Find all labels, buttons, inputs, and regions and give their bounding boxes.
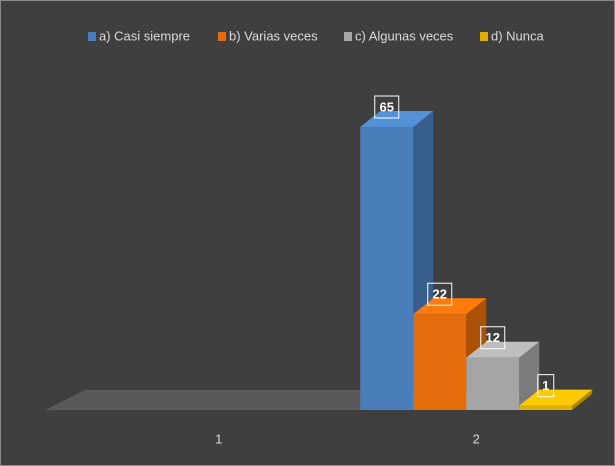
data-label: 12 [486, 330, 500, 345]
x-tick-label: 2 [473, 431, 480, 446]
legend-swatch [88, 32, 96, 41]
data-label-box [427, 282, 453, 306]
bar-top [413, 298, 487, 315]
bar-front [360, 127, 414, 410]
legend-label: d) Nunca [491, 28, 545, 43]
bar [466, 341, 540, 410]
bar-top [466, 341, 540, 358]
bar-top [360, 111, 434, 127]
legend-swatch [218, 32, 226, 41]
x-tick-label: 1 [215, 431, 222, 446]
legend-swatch [480, 32, 488, 41]
data-label-box [480, 326, 506, 350]
bar-front [466, 357, 520, 410]
legend-label: b) Varias veces [229, 28, 318, 43]
bar-side [572, 389, 593, 410]
data-label-box [374, 95, 400, 119]
legend-label: a) Casi siempre [99, 28, 190, 43]
legend-label: c) Algunas veces [355, 28, 454, 43]
legend-swatch [344, 32, 352, 41]
data-label: 1 [542, 378, 549, 393]
data-label-box [537, 374, 555, 398]
data-label: 65 [380, 99, 394, 114]
bar-side [519, 341, 540, 410]
data-label: 22 [433, 287, 447, 302]
bar-front [519, 405, 573, 410]
bar [360, 111, 434, 410]
bar-front [413, 314, 467, 410]
